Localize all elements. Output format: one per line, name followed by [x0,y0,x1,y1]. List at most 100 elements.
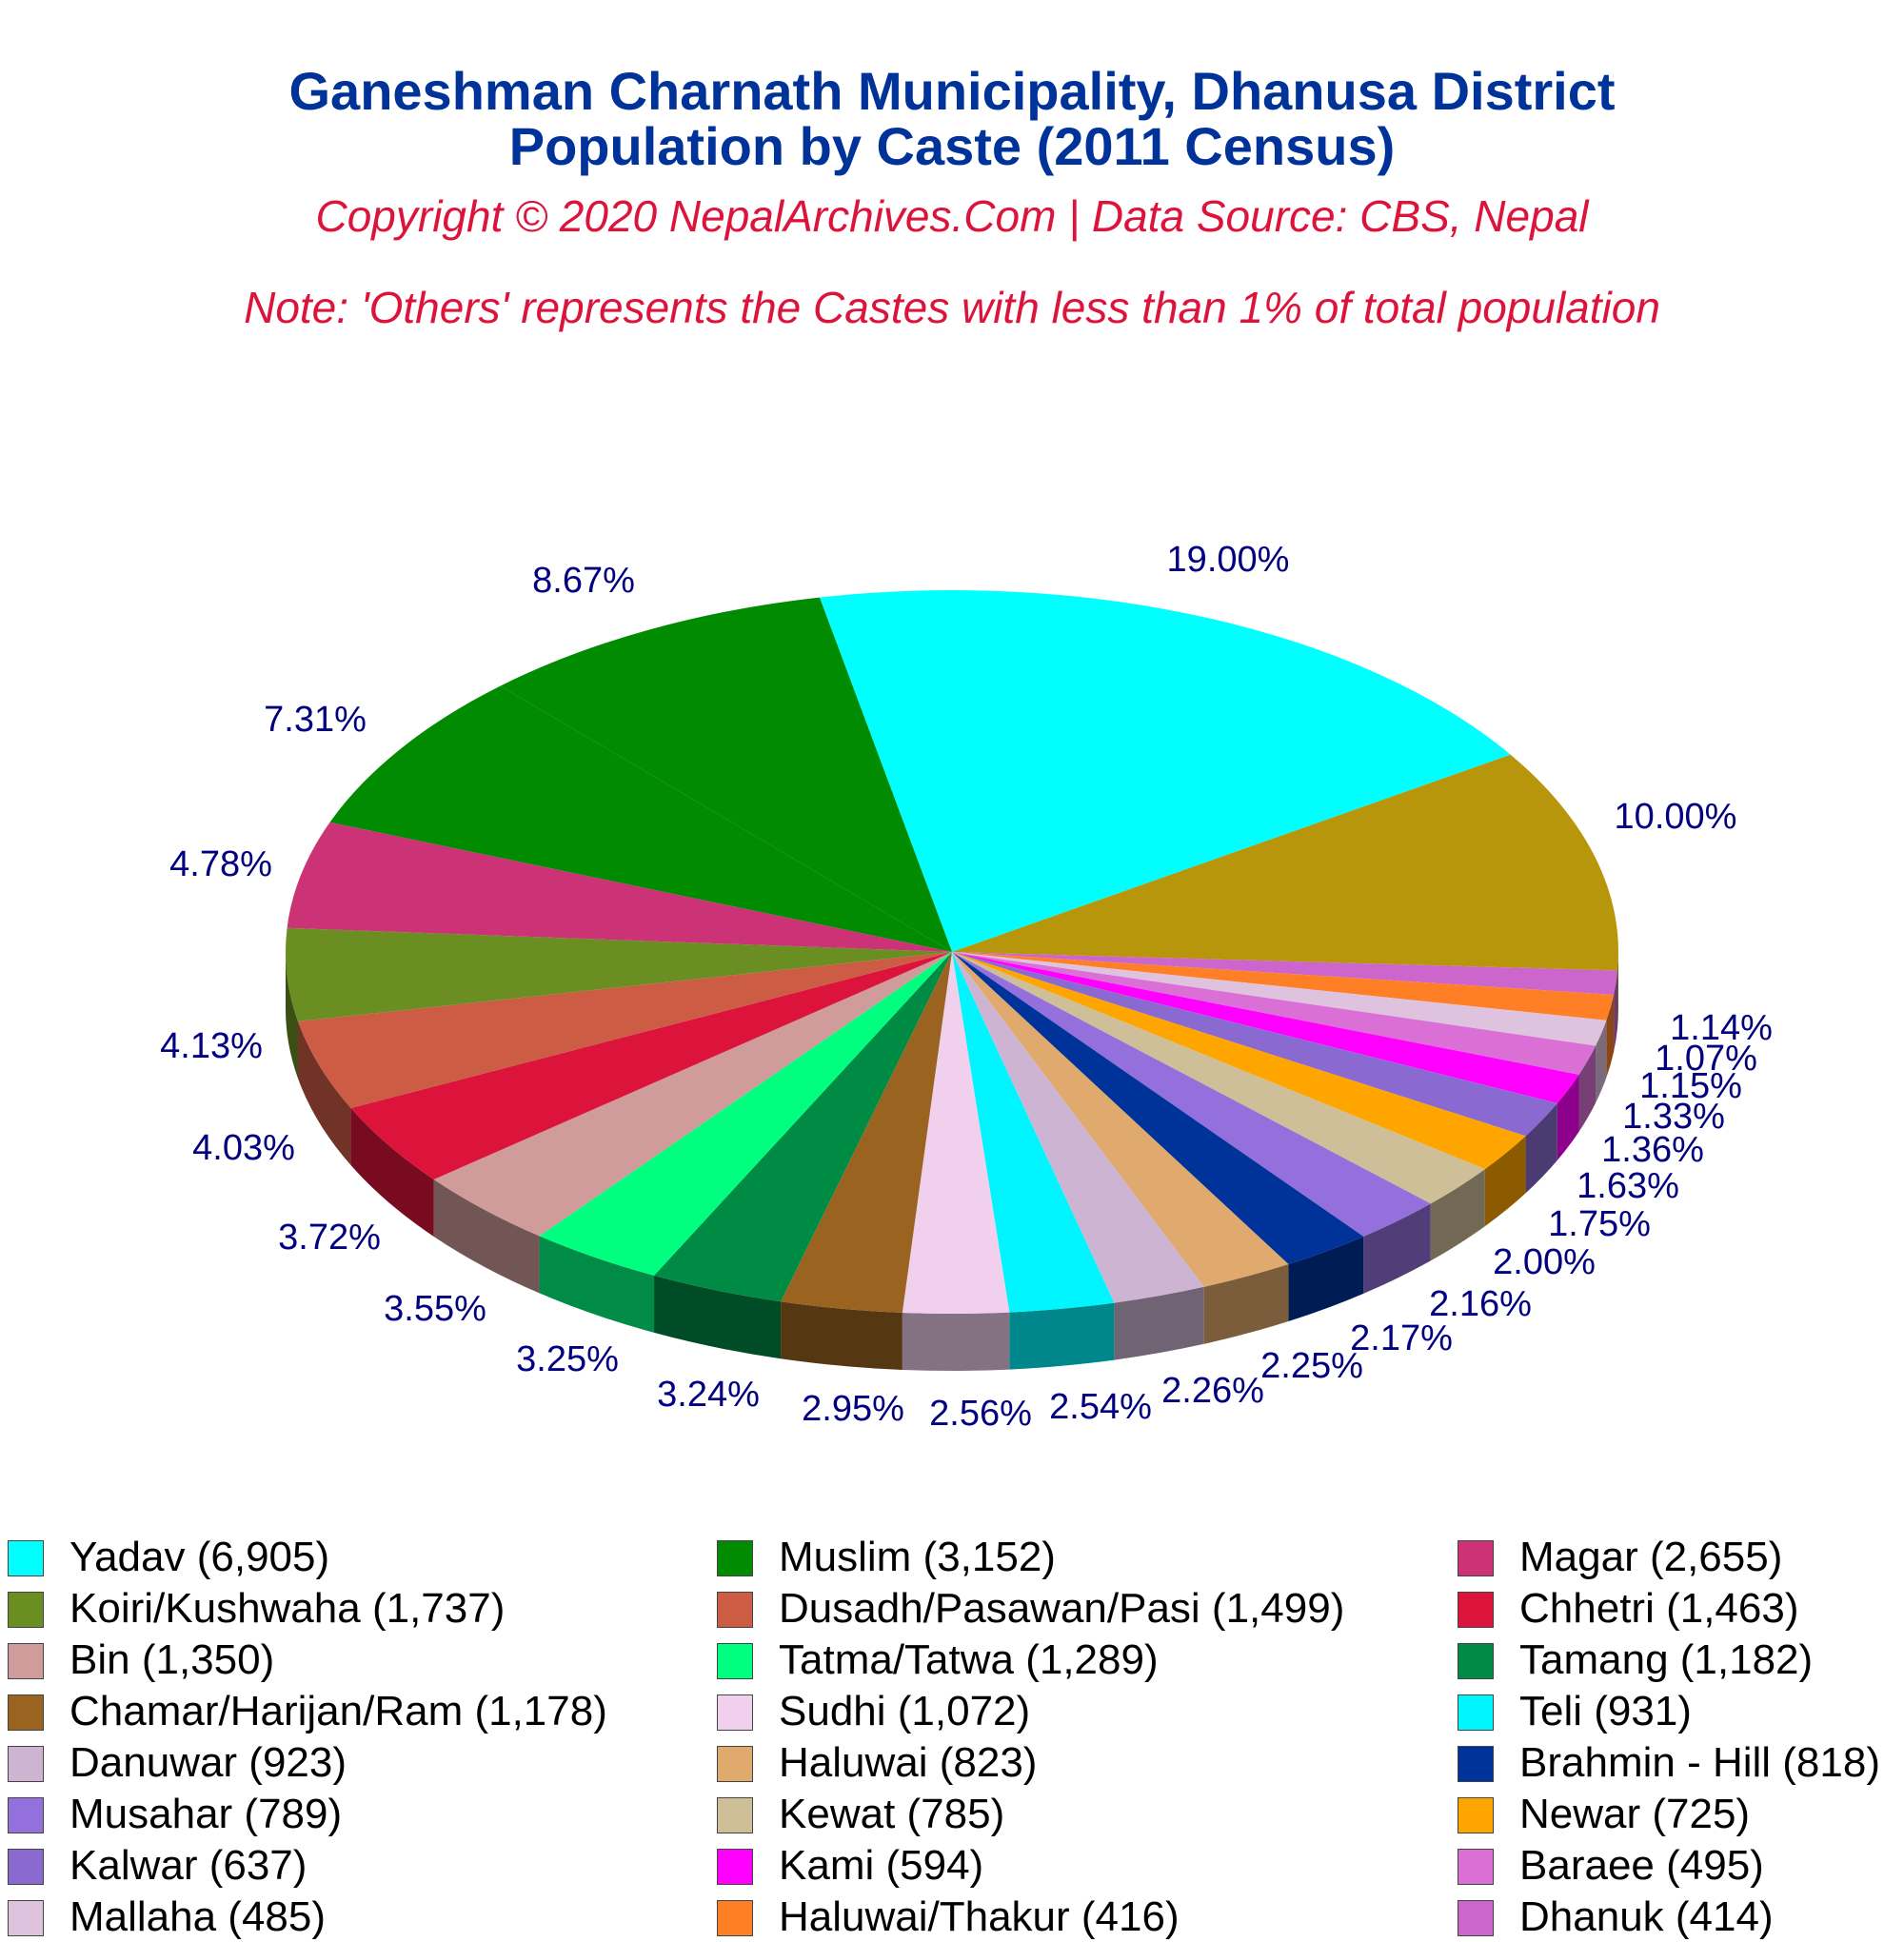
pie-slice-newar [952,952,1526,1170]
legend-label: Dusadh/Pasawan/Pasi (1,499) [779,1585,1345,1632]
pie-slice-teli [952,952,1115,1313]
pie-side-haluwai-thakur [1606,994,1615,1078]
legend-label: Koiri/Kushwaha (1,737) [69,1585,506,1632]
pie-pct-label: 3.72% [278,1218,381,1258]
legend-swatch [717,1694,753,1731]
legend-swatch [717,1643,753,1679]
pie-slice-baraee [952,952,1597,1075]
legend-swatch [1458,1540,1494,1576]
legend-label: Danuwar (923) [69,1739,347,1786]
pie-pct-label: 10.00% [1615,797,1737,837]
pie-pct-label: 19.00% [1167,540,1290,580]
legend-swatch [8,1746,44,1782]
legend-swatch [8,1849,44,1885]
pie-pct-label: 8.67% [532,561,635,601]
pie-slice-tamang [654,952,952,1302]
legend-swatch [8,1694,44,1731]
pie-side-newar [1484,1136,1526,1227]
legend-label: Mallaha (485) [69,1893,327,1940]
pie-pct-label: 1.33% [1622,1097,1725,1137]
legend-swatch [8,1797,44,1833]
pie-slice-tatma-tatwa [539,952,952,1276]
pie-slice-magar [287,822,952,952]
legend-label: Tamang (1,182) [1519,1636,1814,1683]
pie-pct-label: 1.15% [1639,1066,1742,1106]
legend-label: Brahmin - Hill (818) [1519,1739,1880,1786]
legend-label: Teli (931) [1519,1688,1692,1734]
legend-swatch [8,1900,44,1936]
legend-swatch [8,1592,44,1628]
pie-pct-label: 4.13% [160,1026,263,1066]
pie-pct-label: 4.78% [169,844,272,884]
note-text: Note: 'Others' represents the Castes wit… [244,283,1660,332]
pie-side-kami [1557,1074,1579,1160]
pie-side-brahmin-hill [1288,1236,1364,1322]
pie-pct-label: 2.56% [929,1394,1032,1434]
legend-swatch [1458,1797,1494,1833]
pie-pct-label: 2.17% [1350,1318,1453,1358]
legend-swatch [8,1540,44,1576]
pie-pct-label: 2.54% [1049,1387,1152,1427]
pie-side-others [1617,952,1618,1028]
pie-pct-label: 3.25% [516,1339,619,1379]
legend-swatch [1458,1592,1494,1628]
legend-label: Muslim (3,152) [779,1534,1056,1580]
legend-label: Dhanuk (414) [1519,1893,1774,1940]
pie-side-chhetri [350,1108,434,1237]
pie-slice-chhetri [350,952,952,1179]
pie-pct-label: 2.00% [1493,1242,1596,1282]
pie-slice-mallaha [952,952,1607,1046]
pie-slice-dusadh-pasawan-pasi [298,952,952,1109]
legend-label: Kewat (785) [779,1791,1005,1837]
pie-slice-yadav [819,590,1511,952]
pie-side-musahar [1363,1203,1431,1294]
pie-slice-brahmin-hill [952,952,1364,1265]
pie-side-sudhi [902,1312,1010,1371]
legend-label: Kalwar (637) [69,1842,307,1889]
legend-label: Chhetri (1,463) [1519,1585,1799,1632]
legend-label: Musahar (789) [69,1791,343,1837]
pie-slice-kewat [952,952,1485,1204]
pie-pct-label: 1.75% [1548,1204,1651,1244]
legend-label: Chamar/Harijan/Ram (1,178) [69,1688,607,1734]
pie-slice-kami [952,952,1579,1103]
pie-side-danuwar [1114,1286,1204,1360]
legend-label: Kami (594) [779,1842,984,1889]
pie-slice-bin [433,952,952,1237]
pie-slice-kalwar [952,952,1557,1137]
pie-side-dusadh-pasawan-pasi [298,1021,351,1166]
legend-swatch [1458,1849,1494,1885]
legend-swatch [1458,1900,1494,1936]
pie-pct-label: 2.95% [802,1389,904,1429]
pie-slice-sudhi [902,952,1010,1314]
pie-pct-label: 2.26% [1161,1371,1264,1411]
pie-slice-slice [500,597,952,952]
pie-pct-label: 1.63% [1577,1166,1679,1206]
pie-top [286,590,1618,1314]
pie-sides [286,952,1618,1371]
pie-pct-label: 3.24% [657,1375,760,1415]
pie-side-chamar-harijan-ram [781,1301,902,1370]
pie-side-teli [1009,1302,1115,1370]
pie-pct-label: 2.16% [1429,1284,1532,1324]
chart-title-line2: Population by Caste (2011 Census) [508,116,1396,176]
chart-title-line1: Ganeshman Charnath Municipality, Dhanusa… [288,61,1616,121]
legend-label: Tatma/Tatwa (1,289) [779,1636,1159,1683]
pie-slice-others [952,754,1618,971]
pie-side-tamang [654,1275,782,1359]
pie-side-tatma-tatwa [539,1236,655,1333]
pie-side-baraee [1578,1045,1597,1132]
legend-swatch [717,1540,753,1576]
legend-label: Yadav (6,905) [69,1534,330,1580]
pie-side-mallaha [1596,1020,1607,1103]
legend-swatch [717,1746,753,1782]
pie-side-haluwai [1203,1264,1289,1344]
legend-swatch [1458,1694,1494,1731]
legend-label: Newar (725) [1519,1791,1751,1837]
pie-side-dhanuk [1614,970,1618,1052]
pie-slice-musahar [952,952,1431,1237]
legend-swatch [8,1643,44,1679]
pie-slice-danuwar [952,952,1204,1303]
pie-side-kalwar [1525,1102,1557,1194]
